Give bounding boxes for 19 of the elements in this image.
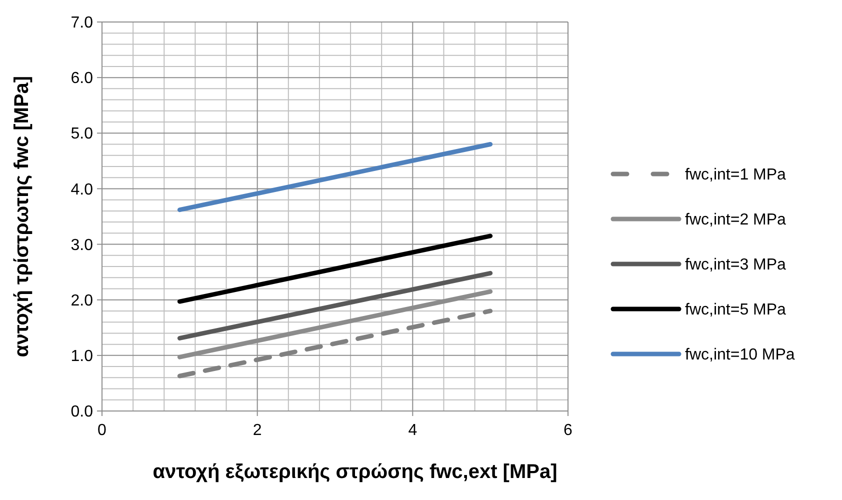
x-tick-label: 2 (252, 422, 262, 439)
legend-label: fwc,int=3 MPa (685, 256, 786, 274)
legend-label: fwc,int=2 MPa (685, 212, 786, 229)
legend-label: fwc,int=1 MPa (685, 166, 786, 184)
y-tick-label: 5.0 (70, 126, 94, 143)
y-tick-label: 2.0 (70, 292, 94, 310)
y-tick-label: 0.0 (70, 404, 94, 421)
x-tick-label: 6 (564, 422, 573, 439)
x-tick-label: 0 (98, 422, 107, 439)
y-tick-label: 1.0 (70, 348, 94, 366)
legend-label: fwc,int=5 MPa (685, 302, 786, 319)
x-axis-title: αντοχή εξωτερικής στρώσης fwc,ext [MPa] (152, 461, 558, 483)
y-tick-label: 7.0 (70, 14, 94, 32)
y-tick-label: 6.0 (70, 70, 94, 88)
legend-label: fwc,int=10 MPa (685, 346, 795, 364)
y-axis-title: αντοχή τρίστρωτης fwc [MPa] (11, 76, 33, 358)
y-tick-label: 3.0 (70, 236, 94, 254)
y-tick-label: 4.0 (70, 181, 94, 198)
x-tick-label: 4 (408, 422, 418, 439)
